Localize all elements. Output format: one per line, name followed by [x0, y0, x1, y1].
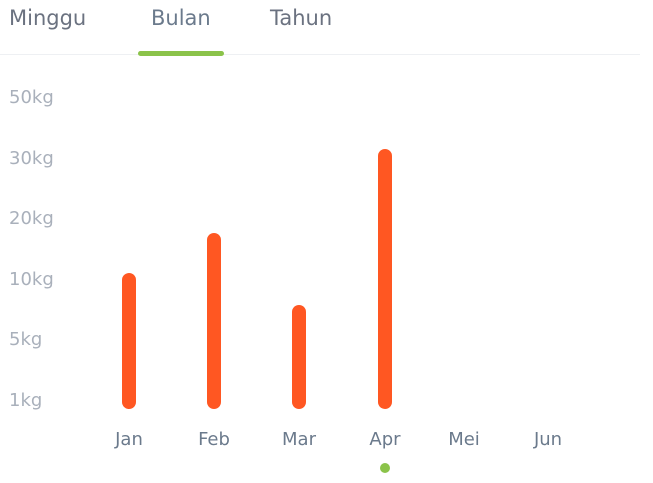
x-tick-feb[interactable]: Feb — [198, 429, 230, 450]
tab-bulan[interactable]: Bulan — [151, 6, 211, 30]
x-tick-mei[interactable]: Mei — [448, 429, 480, 450]
y-tick: 10kg — [9, 269, 54, 290]
y-tick: 1kg — [9, 390, 42, 411]
tab-minggu[interactable]: Minggu — [9, 6, 87, 30]
x-tick-mar[interactable]: Mar — [282, 429, 317, 450]
active-tab-indicator — [138, 51, 224, 56]
bars — [122, 149, 392, 409]
x-tick-jan[interactable]: Jan — [114, 429, 143, 450]
x-tick-apr[interactable]: Apr — [369, 429, 401, 450]
x-axis-labels: Jan Feb Mar Apr Mei Jun — [114, 429, 562, 450]
weight-bar-chart: 50kg 30kg 20kg 10kg 5kg 1kg Jan Feb Mar … — [9, 87, 562, 473]
y-axis-ticks: 50kg 30kg 20kg 10kg 5kg 1kg — [9, 87, 54, 411]
y-tick: 50kg — [9, 87, 54, 108]
selected-month-dot — [380, 463, 390, 473]
x-tick-jun[interactable]: Jun — [533, 429, 562, 450]
y-tick: 30kg — [9, 148, 54, 169]
tab-tahun[interactable]: Tahun — [270, 6, 333, 30]
period-tabs: Minggu Bulan Tahun — [0, 0, 640, 56]
y-tick: 20kg — [9, 208, 54, 229]
y-tick: 5kg — [9, 329, 42, 350]
